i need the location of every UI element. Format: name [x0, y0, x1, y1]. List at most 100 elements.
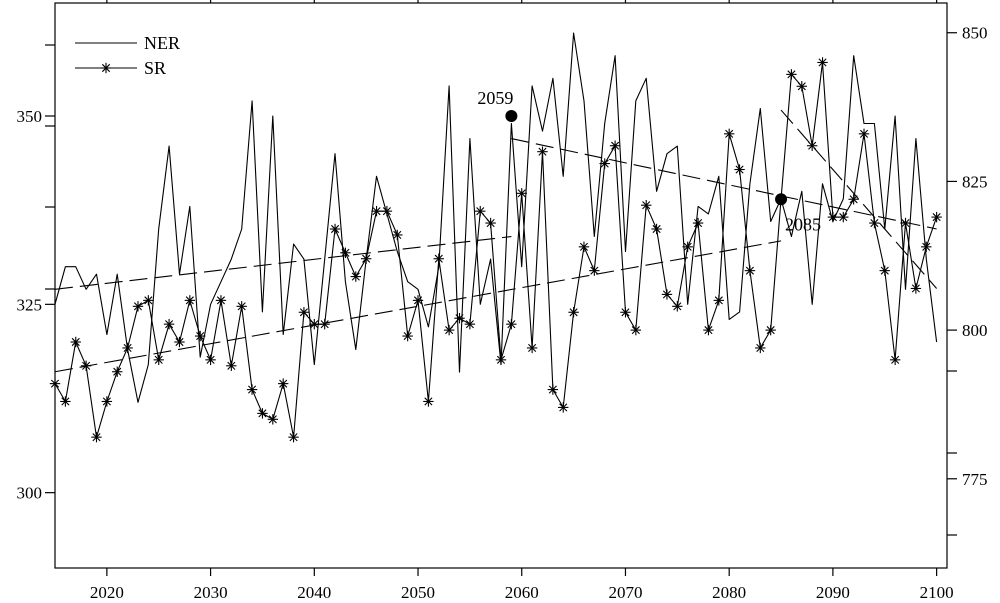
point-sr-2087-stroke — [797, 82, 806, 91]
point-sr-2043-stroke — [341, 248, 350, 257]
point-sr-2044-stroke — [351, 272, 360, 281]
point-sr-2090 — [827, 211, 839, 223]
point-sr-2047-stroke — [382, 207, 391, 216]
point-sr-2067-stroke — [590, 266, 599, 275]
point-sr-2056 — [475, 205, 486, 217]
point-sr-2082-stroke — [745, 266, 754, 275]
annotation-dot-2085 — [775, 193, 788, 206]
point-sr-2081-stroke — [735, 165, 744, 174]
point-sr-2057-stroke — [486, 218, 495, 228]
point-sr-2052-stroke — [434, 254, 443, 263]
point-sr-2021-stroke — [113, 367, 122, 376]
point-sr-2053-stroke — [445, 326, 454, 335]
y-left-tick-label-300: 300 — [17, 484, 43, 503]
point-sr-2098 — [910, 283, 922, 294]
annotation-label-2085: 2085 — [785, 214, 821, 234]
point-sr-2095-stroke — [880, 266, 889, 275]
x-tick-label-2090: 2090 — [816, 583, 850, 602]
point-sr-2100 — [931, 211, 942, 223]
point-sr-2092 — [848, 194, 859, 205]
point-sr-2070-stroke — [621, 308, 630, 317]
point-sr-2021 — [112, 366, 123, 377]
annotations: 2059 2085 — [477, 88, 821, 234]
point-sr-2073 — [651, 223, 662, 235]
point-sr-2071-stroke — [631, 326, 640, 335]
point-sr-2068-stroke — [600, 159, 609, 168]
point-sr-2023 — [132, 301, 144, 312]
point-sr-2040-stroke — [310, 320, 319, 329]
x-tick-label-2040: 2040 — [297, 583, 331, 602]
point-sr-2083-stroke — [756, 343, 765, 353]
point-sr-2038 — [288, 431, 299, 443]
trend-lines — [54, 109, 938, 373]
point-sr-2052 — [433, 253, 444, 264]
point-sr-2034-stroke — [248, 385, 257, 394]
point-sr-2082 — [744, 265, 756, 276]
point-sr-2088 — [806, 140, 818, 151]
axis-ticks: 2020 2030 2040 2050 2060 2070 2080 2090 2100 300 3… — [17, 0, 988, 602]
point-sr-2031-stroke — [216, 296, 226, 305]
x-tick-label-2020: 2020 — [90, 583, 124, 602]
point-sr-2030 — [205, 354, 216, 366]
x-tick-label-2060: 2060 — [505, 583, 539, 602]
point-sr-2078-stroke — [704, 326, 713, 335]
point-sr-2073-stroke — [652, 224, 661, 234]
point-sr-2066 — [578, 241, 590, 253]
point-sr-2076 — [682, 241, 693, 253]
point-sr-2045-stroke — [362, 254, 371, 263]
point-sr-2022-stroke — [123, 343, 132, 353]
point-sr-2017-stroke — [71, 337, 80, 347]
point-sr-2060 — [516, 188, 527, 199]
point-sr-2081 — [734, 164, 745, 175]
point-sr-2054 — [454, 313, 465, 324]
point-sr-2046 — [371, 205, 382, 217]
point-sr-2032 — [226, 360, 237, 371]
point-sr-2018 — [80, 360, 92, 371]
point-sr-2059 — [506, 318, 517, 330]
series-line-sr — [54, 61, 938, 438]
point-sr-2027 — [174, 336, 185, 348]
point-sr-2080-stroke — [725, 129, 734, 138]
point-sr-2061-stroke — [528, 343, 537, 353]
y-right-tick-label-800: 800 — [962, 321, 988, 340]
point-sr-2019 — [91, 431, 102, 443]
point-sr-2067 — [589, 265, 600, 276]
y-right-tick-label-775: 775 — [962, 470, 988, 489]
point-sr-2015 — [49, 378, 61, 389]
point-sr-2041 — [319, 318, 330, 330]
point-sr-2044 — [350, 271, 361, 282]
point-sr-2058 — [495, 354, 507, 366]
point-sr-2062 — [537, 146, 548, 157]
plot-frame — [54, 2, 948, 569]
legend-label-ner: NER — [144, 33, 180, 53]
point-sr-2069 — [609, 140, 621, 151]
legend-marker-sr — [100, 62, 112, 74]
point-sr-2086-stroke — [787, 70, 796, 79]
x-tick-label-2080: 2080 — [712, 583, 746, 602]
point-sr-2083 — [755, 342, 766, 354]
point-sr-2093 — [858, 128, 870, 140]
y-left-tick-label-325: 325 — [17, 295, 43, 314]
point-sr-2032-stroke — [227, 361, 236, 370]
legend: NER SR — [75, 33, 180, 78]
point-sr-2033-stroke — [237, 302, 246, 311]
point-sr-2074 — [661, 289, 673, 300]
point-sr-2079 — [713, 295, 725, 306]
point-sr-2037-stroke — [279, 379, 288, 388]
point-sr-2077 — [692, 217, 704, 229]
annotation-label-2059: 2059 — [477, 88, 513, 108]
point-sr-2099 — [921, 241, 932, 253]
trend-line-ner-0 — [54, 235, 512, 290]
point-sr-2050 — [412, 295, 424, 306]
point-sr-2042-stroke — [330, 224, 340, 234]
point-sr-2034 — [246, 384, 258, 395]
point-sr-2040 — [309, 318, 320, 330]
point-sr-2080 — [723, 128, 735, 140]
point-sr-2089-stroke — [818, 58, 827, 67]
point-sr-2027-stroke — [175, 337, 184, 347]
x-tick-label-2030: 2030 — [194, 583, 228, 602]
point-sr-2046-stroke — [372, 207, 381, 216]
point-sr-2063 — [547, 384, 559, 395]
point-sr-2036-stroke — [268, 415, 277, 424]
point-sr-2043 — [340, 247, 351, 258]
